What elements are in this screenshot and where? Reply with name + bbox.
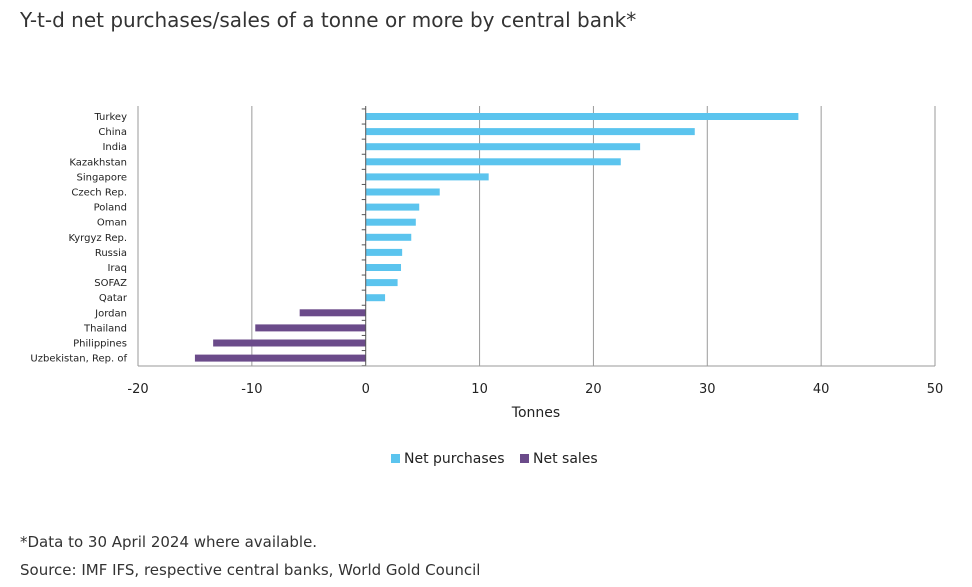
bar-uzbekistan-rep-of [194, 354, 366, 362]
legend-label-net-sales: Net sales [533, 451, 598, 467]
category-label: Thailand [83, 323, 127, 334]
x-tick-label: 10 [471, 382, 488, 397]
category-label: Czech Rep. [71, 188, 127, 199]
category-label: Singapore [77, 172, 127, 183]
source-footnote: Source: IMF IFS, respective central bank… [20, 561, 481, 579]
bar-kazakhstan [365, 158, 621, 166]
bar-oman [365, 218, 416, 226]
category-label: Russia [95, 248, 127, 259]
category-label: Oman [97, 218, 127, 229]
category-label: Jordan [94, 308, 127, 319]
bar-india [365, 143, 641, 151]
x-tick-label: 0 [362, 382, 370, 397]
x-tick-label: -10 [241, 382, 262, 397]
legend-label-net-purchases: Net purchases [404, 451, 505, 467]
x-tick-label: 40 [813, 382, 830, 397]
category-label: Turkey [93, 112, 127, 123]
category-label: Philippines [73, 339, 127, 350]
x-tick-label: 30 [699, 382, 716, 397]
bars [194, 113, 799, 362]
x-axis-title: Tonnes [511, 405, 560, 421]
category-labels: Turkey China India Kazakhstan Singapore Czech… [30, 112, 127, 365]
legend: Net purchases Net sales [391, 451, 598, 467]
bar-turkey [365, 113, 799, 120]
bar-qatar [365, 294, 386, 302]
bar-iraq [365, 264, 402, 271]
category-label: SOFAZ [94, 278, 127, 289]
bar-russia [365, 248, 403, 256]
axes [138, 106, 935, 367]
category-label: Kazakhstan [69, 157, 127, 168]
bar-czech-rep [365, 188, 440, 196]
category-label: India [102, 142, 127, 153]
x-tick-labels: -20 -10 0 10 20 30 40 50 [127, 382, 943, 397]
category-label: Iraq [107, 263, 127, 274]
x-tick-label: -20 [127, 382, 148, 397]
category-label: Poland [94, 203, 127, 214]
category-label: Uzbekistan, Rep. of [30, 354, 127, 365]
x-tick-label: 20 [585, 382, 602, 397]
bar-thailand [255, 324, 366, 332]
chart-title: Y-t-d net purchases/sales of a tonne or … [20, 8, 637, 32]
legend-swatch-net-purchases [391, 454, 400, 463]
bar-kyrgyz-rep [365, 233, 412, 241]
x-tick-label: 50 [927, 382, 944, 397]
category-label: Kyrgyz Rep. [68, 233, 127, 244]
legend-swatch-net-sales [520, 454, 529, 463]
bar-poland [365, 203, 420, 211]
bar-singapore [365, 173, 489, 181]
data-footnote: *Data to 30 April 2024 where available. [20, 533, 318, 551]
bar-sofaz [365, 279, 398, 287]
category-label: China [98, 127, 127, 138]
bar-china [365, 128, 695, 136]
bar-jordan [299, 309, 366, 317]
bar-philippines [213, 339, 366, 347]
category-label: Qatar [99, 293, 128, 304]
